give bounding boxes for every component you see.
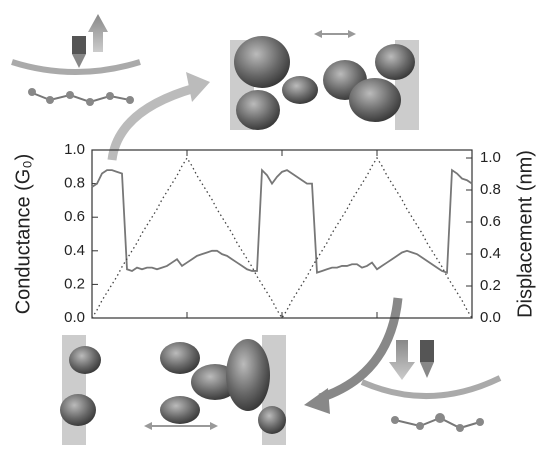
- y2-tick-label: 0.8: [480, 181, 501, 198]
- y-tick-label: 1.0: [64, 141, 85, 158]
- plot-frame: [92, 150, 472, 318]
- arrow-head: [304, 388, 330, 414]
- figure: Conductance (G₀) Displacement (nm) 0.0 0.…: [0, 0, 540, 452]
- arrow-head: [186, 72, 210, 102]
- series-line: [92, 158, 472, 318]
- y-tick-label: 0.8: [64, 175, 85, 192]
- curved-arrow-bottom: [320, 298, 398, 398]
- tip-illustration-top: [12, 14, 140, 106]
- y-tick-label: 0.6: [64, 208, 85, 225]
- y2-tick-label: 0.0: [480, 309, 501, 326]
- y2-tick-label: 1.0: [480, 149, 501, 166]
- x-ticks: [187, 150, 377, 318]
- y-tick-label: 0.2: [64, 275, 85, 292]
- y2-tick-label: 0.6: [480, 213, 501, 230]
- y-axis-label: Conductance (G₀): [12, 154, 34, 315]
- y-tick-label: 0.4: [64, 242, 85, 259]
- y2-tick-label: 0.2: [480, 277, 501, 294]
- y2-axis-label: Displacement (nm): [514, 150, 536, 318]
- orbital-illustration-top: [230, 30, 419, 130]
- y-tick-label: 0.0: [64, 309, 85, 326]
- series-line: [92, 170, 472, 272]
- y2-tick-label: 0.4: [480, 245, 501, 262]
- orbital-illustration-bottom: [60, 335, 286, 445]
